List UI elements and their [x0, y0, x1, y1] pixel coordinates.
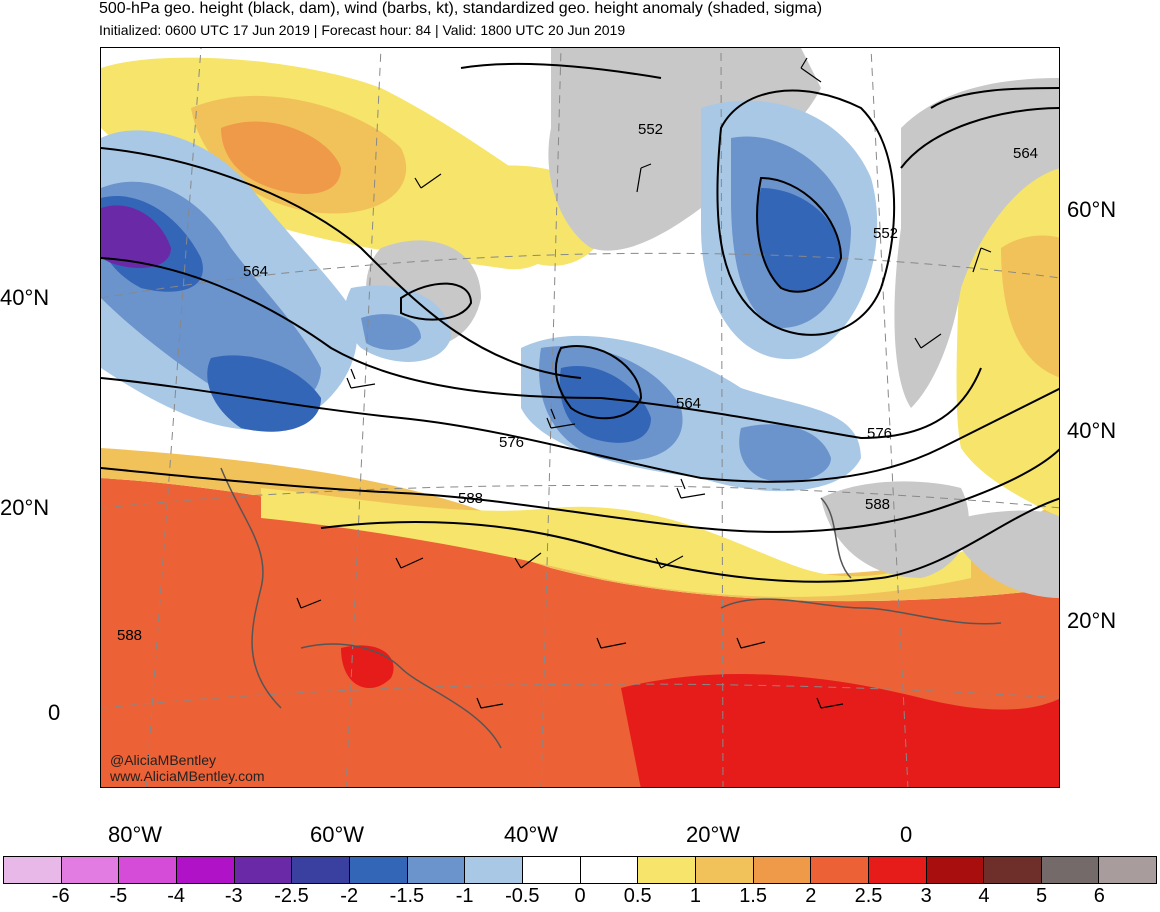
colorbar-swatch — [984, 857, 1042, 883]
lon-label: 80°W — [108, 822, 163, 847]
lat-label-left: 20°N — [0, 495, 50, 520]
contour-label: 588 — [117, 627, 142, 644]
map-canvas: 552 552 564 564 564 576 576 588 588 588 — [101, 48, 1059, 787]
lat-label-left: 0 — [48, 700, 61, 725]
anomaly-newfoundland-mid-blue — [361, 314, 421, 350]
colorbar-tick-label: 2 — [805, 885, 817, 907]
lon-label: 0 — [900, 822, 913, 847]
contour-label: 552 — [638, 121, 663, 138]
contour-label: 564 — [676, 395, 701, 412]
credit-handle: @AliciaMBentley — [110, 752, 217, 768]
colorbar-swatch — [407, 857, 466, 883]
colorbar-tick-label: 5 — [1036, 885, 1048, 907]
colorbar-tick-label: 3 — [920, 885, 932, 907]
colorbar-swatch — [753, 857, 812, 883]
anomaly-deep-red-area — [621, 674, 1059, 787]
colorbar-swatch — [580, 857, 639, 883]
anomaly-us-east-dark-blue — [207, 355, 321, 432]
colorbar-tick-label: -4 — [167, 885, 185, 907]
coastlines — [220, 467, 1002, 749]
colorbar-tick-label: 2.5 — [854, 885, 883, 907]
colorbar-swatch — [1099, 857, 1157, 883]
colorbar-swatch — [234, 857, 293, 883]
lon-label: 20°W — [686, 822, 741, 847]
map-plot-area: 552 552 564 564 564 576 576 588 588 588 — [100, 47, 1060, 788]
credit-website: www.AliciaMBentley.com — [110, 768, 265, 784]
colorbar-swatch — [811, 857, 869, 883]
colorbar-tick-label: -1 — [455, 885, 474, 907]
lat-label-right: 40°N — [1067, 418, 1117, 443]
colorbar-tick-label: -3 — [224, 885, 243, 907]
colorbar-swatch — [61, 857, 120, 883]
colorbar-swatch — [638, 857, 696, 883]
map-title: 500-hPa geo. height (black, dam), wind (… — [99, 0, 823, 17]
colorbar-swatch — [349, 857, 408, 883]
anomaly-yellow-band — [261, 488, 971, 597]
colorbar-tick-label: 1.5 — [739, 885, 767, 907]
colorbar-tick-label: 0.5 — [623, 885, 652, 907]
contour-label: 576 — [499, 434, 524, 451]
colorbar-tick-label: -2 — [340, 885, 359, 907]
lat-label-left: 40°N — [0, 285, 50, 310]
wind-barbs — [296, 57, 992, 709]
colorbar-tick-label: 6 — [1093, 885, 1105, 907]
contour-label: 588 — [458, 490, 483, 507]
map-credit: @AliciaMBentley www.AliciaMBentley.com — [110, 752, 265, 784]
anomaly-colorbar — [3, 856, 1157, 884]
land-scandinavia — [894, 78, 1059, 408]
colorbar-tick-label: 4 — [978, 885, 990, 907]
colorbar-swatch — [465, 857, 523, 883]
colorbar-tick-label: 0 — [574, 885, 586, 907]
contour-label: 552 — [873, 225, 898, 242]
colorbar-tick-label: 1 — [689, 885, 701, 907]
contour-label-group: 552 552 564 564 564 576 576 588 588 588 — [117, 121, 1038, 644]
lat-label-right: 20°N — [1067, 608, 1117, 633]
contour-label: 564 — [243, 263, 268, 280]
land-north-africa — [961, 510, 1059, 598]
colorbar-tick-label: -6 — [51, 885, 70, 907]
colorbar-swatch — [926, 857, 985, 883]
colorbar-swatch — [868, 857, 927, 883]
colorbar-swatch — [176, 857, 235, 883]
colorbar-tick-label: -1.5 — [389, 885, 425, 907]
lon-label: 40°W — [504, 822, 559, 847]
contour-label: 564 — [1013, 145, 1038, 162]
contour-label: 576 — [867, 425, 892, 442]
anomaly-orange-band — [101, 448, 1059, 602]
contour-label: 588 — [865, 496, 890, 513]
colorbar-swatch — [292, 857, 350, 883]
anomaly-west-purple — [101, 205, 171, 268]
colorbar-swatch — [4, 857, 62, 883]
height-contours — [101, 62, 1059, 583]
colorbar-tick-label: -0.5 — [505, 885, 540, 907]
lat-label-right: 60°N — [1067, 197, 1117, 222]
anomaly-europe-orange — [1001, 235, 1059, 378]
graticule — [101, 48, 1059, 787]
anomaly-atlantic-dark-blue — [559, 366, 651, 443]
colorbar-swatch — [695, 857, 754, 883]
colorbar-swatch — [1041, 857, 1100, 883]
anomaly-iceland-dark-blue — [757, 188, 841, 292]
anomaly-nw-dark-orange — [221, 121, 341, 194]
anomaly-red-spot — [341, 645, 394, 688]
colorbar-swatch — [119, 857, 177, 883]
colorbar-tick-label: -5 — [109, 885, 128, 907]
colorbar-swatch — [522, 857, 581, 883]
lon-label: 60°W — [310, 822, 365, 847]
colorbar-tick-label: -2.5 — [274, 885, 309, 907]
map-subtitle: Initialized: 0600 UTC 17 Jun 2019 | Fore… — [99, 22, 626, 38]
anomaly-azores-blue — [739, 424, 831, 482]
